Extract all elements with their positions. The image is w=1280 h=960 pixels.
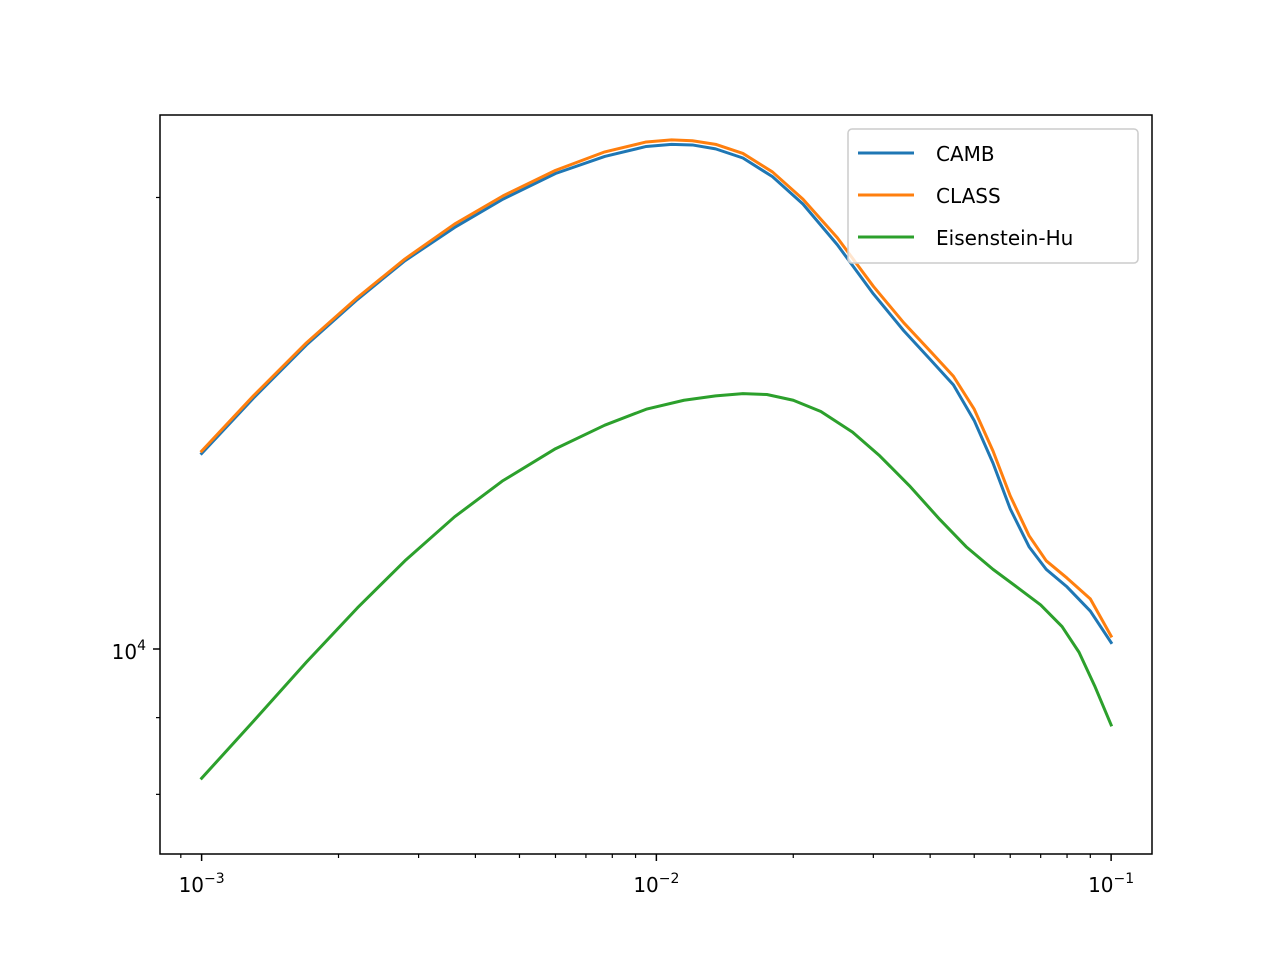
legend-label: Eisenstein-Hu [936, 226, 1073, 250]
y-tick-label: 104 [112, 638, 146, 664]
x-tick-base: 10 [179, 873, 204, 897]
x-tick-exponent: −3 [204, 871, 225, 887]
x-tick-label: 10−3 [179, 871, 225, 897]
legend: CAMB CLASS Eisenstein-Hu [847, 128, 1139, 264]
legend-box [847, 128, 1139, 264]
x-tick-label: 10−2 [633, 871, 679, 897]
legend-label: CAMB [936, 142, 995, 166]
legend-label: CLASS [936, 184, 1001, 208]
series-line-eisenstein-hu [199, 392, 1114, 781]
x-tick-label: 10−1 [1088, 871, 1134, 897]
x-tick-base: 10 [1088, 873, 1113, 897]
x-tick-exponent: −1 [1114, 871, 1135, 887]
y-tick-exponent: 4 [137, 638, 146, 654]
y-tick-base: 10 [112, 640, 137, 664]
series-line-camb [199, 142, 1114, 645]
plot-frame [159, 114, 1153, 855]
series-layer [199, 138, 1114, 781]
series-line-class [199, 138, 1114, 639]
x-tick-base: 10 [633, 873, 658, 897]
x-tick-exponent: −2 [659, 871, 680, 887]
